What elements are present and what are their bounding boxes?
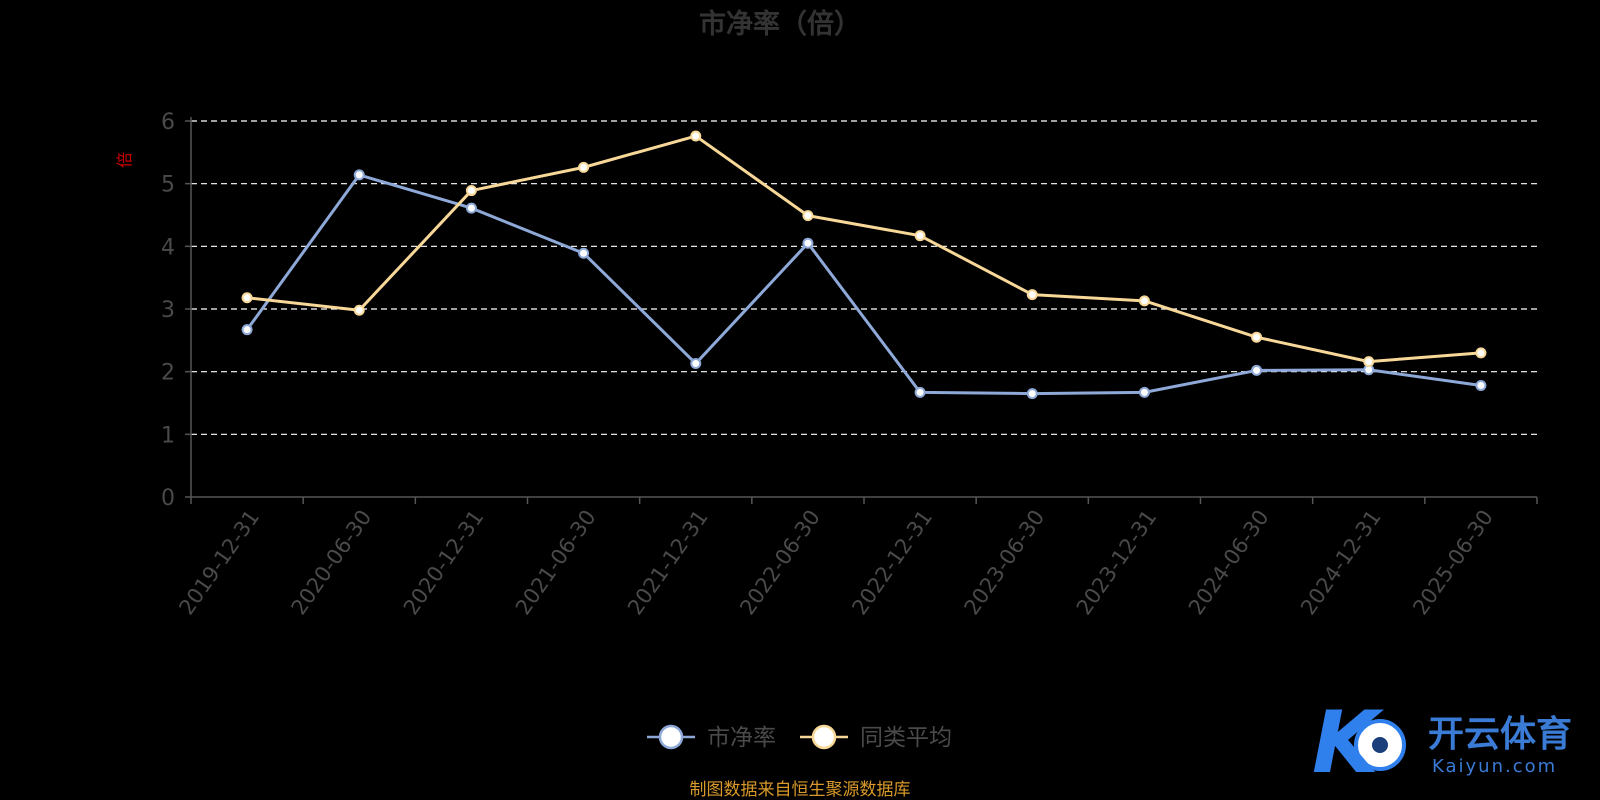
x-tick-label: 2025-06-30 (1408, 506, 1498, 620)
data-point-series-2 (353, 304, 365, 316)
legend-item-series-2[interactable]: 同类平均 (800, 724, 952, 751)
legend-item-series-1[interactable]: 市净率 (647, 724, 776, 751)
logo-mark: K (1312, 693, 1384, 793)
soccer-ball-patch (1372, 737, 1388, 753)
legend: 市净率 同类平均 (647, 724, 952, 751)
data-point-series-1 (353, 169, 365, 181)
logo-brand-text: 开云体育 (1428, 714, 1572, 755)
series-points (241, 130, 1487, 400)
x-tick-label: 2019-12-31 (174, 506, 264, 620)
y-tick-label-2: 2 (161, 361, 175, 386)
data-point-series-2 (1026, 289, 1038, 301)
data-source-note: 制图数据来自恒生聚源数据库 (690, 780, 911, 800)
data-point-series-1 (690, 358, 702, 370)
x-tick-label: 2020-12-31 (399, 506, 489, 620)
data-point-series-2 (802, 210, 814, 222)
y-tick-label-3: 3 (161, 298, 175, 323)
data-point-series-2 (465, 185, 477, 197)
data-point-series-2 (1138, 295, 1150, 307)
logo-domain-text: Kaiyun.com (1432, 756, 1557, 777)
chart-title: 市净率（倍） (699, 8, 861, 40)
data-point-series-2 (578, 161, 590, 173)
data-point-series-1 (241, 324, 253, 336)
y-tick-label-4: 4 (161, 235, 175, 260)
data-point-series-2 (1363, 356, 1375, 368)
legend-swatch-marker (811, 724, 837, 750)
data-point-series-1 (914, 386, 926, 398)
data-point-series-1 (1026, 388, 1038, 400)
data-point-series-1 (802, 237, 814, 249)
y-tick-label-6: 6 (161, 110, 175, 135)
y-tick-label-0: 0 (161, 486, 175, 511)
y-tick-labels: 0 1 2 3 4 5 6 (161, 110, 175, 511)
y-axis-label: 倍 (115, 152, 134, 168)
x-tick-label: 2022-12-31 (847, 506, 937, 620)
data-point-series-1 (1475, 379, 1487, 391)
axes (185, 117, 1538, 504)
legend-swatch-marker (658, 724, 684, 750)
legend-label-series-2: 同类平均 (860, 725, 952, 751)
y-tick-label-1: 1 (161, 423, 175, 448)
x-tick-label: 2021-06-30 (511, 506, 601, 620)
grid-lines (191, 120, 1537, 435)
data-point-series-1 (1251, 364, 1263, 376)
x-tick-label: 2024-12-31 (1296, 506, 1386, 620)
x-tick-label: 2021-12-31 (623, 506, 713, 620)
data-point-series-1 (578, 247, 590, 259)
x-tick-label: 2020-06-30 (287, 506, 377, 620)
x-tick-labels: 2019-12-31 2020-06-30 2020-12-31 2021-06-30… (174, 506, 1497, 620)
x-tick-label: 2024-06-30 (1184, 506, 1274, 620)
series-line-2 (246, 134, 1482, 364)
data-point-series-2 (1475, 347, 1487, 359)
legend-label-series-1: 市净率 (707, 725, 776, 751)
x-tick-label: 2022-06-30 (735, 506, 825, 620)
data-point-series-1 (1138, 386, 1150, 398)
x-tick-label: 2023-12-31 (1072, 506, 1162, 620)
data-point-series-2 (914, 230, 926, 242)
x-tick-label: 2023-06-30 (960, 506, 1050, 620)
y-tick-label-5: 5 (161, 173, 175, 198)
data-point-series-2 (241, 292, 253, 304)
data-point-series-2 (1251, 331, 1263, 343)
data-point-series-1 (465, 202, 477, 214)
series-lines (245, 134, 1482, 396)
watermark-logo: K 开云体育 Kaiyun.com (1312, 693, 1572, 793)
series-line-1 (245, 173, 1482, 396)
data-point-series-2 (690, 130, 702, 142)
